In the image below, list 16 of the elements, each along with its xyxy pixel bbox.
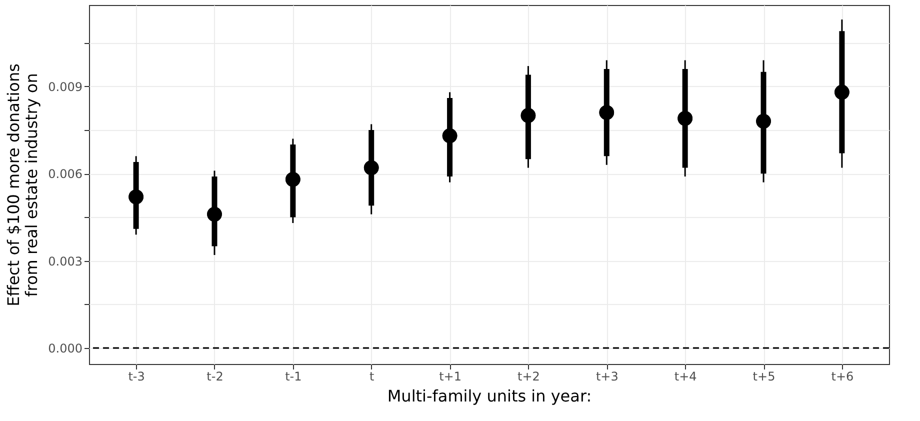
x-tick-label: t+3: [596, 370, 618, 384]
x-tick-label: t: [369, 370, 374, 384]
y-tick-label: 0.006: [48, 167, 82, 182]
x-axis-title: Multi-family units in year:: [387, 386, 592, 406]
x-tick-label: t-3: [128, 370, 145, 384]
y-tick-label: 0.009: [48, 80, 82, 94]
x-tick-label: t+2: [518, 370, 540, 384]
x-tick-label: t+6: [831, 370, 854, 384]
x-tick-label: t-2: [206, 370, 224, 384]
x-tick-label: t+4: [674, 370, 697, 384]
y-axis-title: Effect of $100 more donations from real estate industry on: [4, 64, 42, 306]
y-tick-label: 0.003: [48, 254, 82, 268]
x-tick-label: t+5: [752, 370, 776, 384]
y-tick-label: 0.000: [48, 342, 82, 356]
x-tick-label: t-1: [285, 370, 302, 384]
x-tick-label: t+1: [439, 370, 462, 384]
